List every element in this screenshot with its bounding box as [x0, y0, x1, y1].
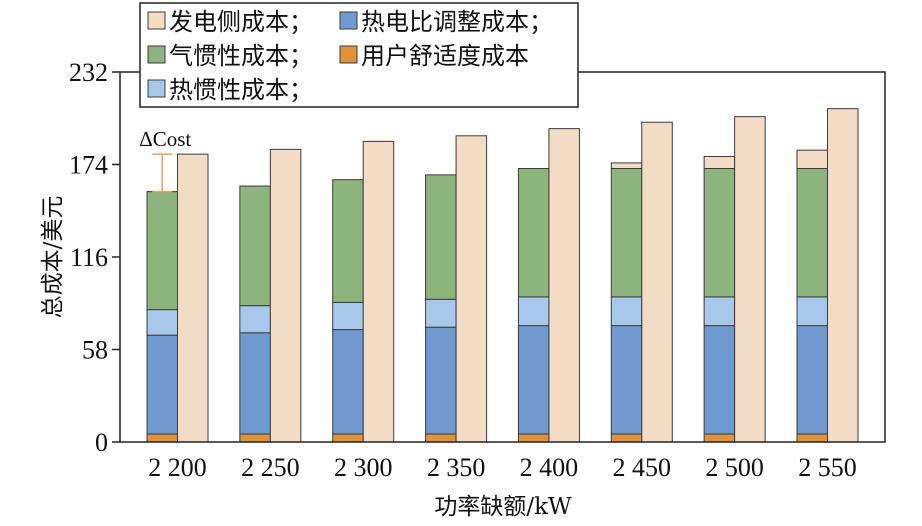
stacked-bar-segment-1-2 [239, 305, 271, 334]
stacked-bar-segment-1-1 [239, 332, 271, 435]
stacked-bar-segment-7-4 [796, 149, 828, 169]
stacked-bar-segment-5-3 [610, 167, 643, 298]
stacked-bar-segment-0-3 [146, 191, 178, 311]
single-bar-2 [362, 140, 395, 443]
x-tick-label: 2 400 [520, 453, 579, 482]
legend-box [139, 2, 579, 108]
y-tick-label: 0 [95, 428, 108, 457]
y-tick-label: 232 [69, 58, 108, 87]
legend-swatch [147, 79, 166, 98]
plot-frame [119, 71, 886, 443]
legend-label: 热惯性成本； [169, 76, 313, 104]
single-bar-4 [548, 128, 580, 443]
stacked-bar-segment-3-1 [425, 326, 457, 435]
legend: 发电侧成本； 热电比调整成本； 气惯性成本； 用户舒适度成本 热惯性成本； [139, 2, 579, 108]
stacked-bar-segment-4-3 [517, 167, 550, 298]
x-tick-label: 2 250 [241, 453, 300, 482]
single-bar-1 [269, 148, 302, 443]
y-tick-label: 58 [82, 336, 108, 365]
single-bar-5 [641, 121, 673, 443]
stacked-bar-segment-2-1 [332, 329, 364, 435]
stacked-bar-segment-1-0 [239, 433, 271, 443]
single-bar-3 [455, 135, 488, 443]
bars-layer [146, 108, 859, 443]
single-bar-6 [734, 116, 766, 443]
y-axis-title: 总成本/美元 [40, 196, 66, 319]
single-bar-0 [177, 153, 209, 443]
legend-label: 热电比调整成本； [361, 8, 553, 36]
x-axis: 2 200 2 250 2 300 2 350 2 400 2 450 2 500 2 550 [148, 453, 857, 482]
x-tick-label: 2 350 [427, 453, 486, 482]
x-tick-label: 2 200 [148, 453, 207, 482]
delta-cost-bracket [152, 153, 173, 193]
stacked-bar-segment-3-0 [425, 433, 457, 443]
legend-label: 发电侧成本； [169, 8, 313, 36]
x-axis-title: 功率缺额/kW [434, 494, 572, 520]
delta-cost-label: ΔCost [139, 127, 191, 151]
y-axis: 0 58 116 174 232 [69, 58, 120, 457]
x-tick-label: 2 450 [613, 453, 672, 482]
stacked-bar-segment-0-1 [146, 334, 178, 435]
single-bar-7 [827, 108, 859, 443]
stacked-bar-segment-4-0 [517, 433, 550, 443]
stacked-bar-segment-7-3 [796, 167, 828, 298]
stacked-bar-segment-6-4 [703, 156, 736, 169]
stacked-bar-segment-7-2 [796, 296, 828, 327]
stacked-bar-segment-0-0 [146, 433, 178, 443]
stacked-bar-segment-6-3 [703, 167, 736, 298]
x-tick-label: 2 550 [798, 453, 857, 482]
stacked-bar-segment-6-1 [703, 325, 736, 435]
x-tick-label: 2 300 [334, 453, 393, 482]
stacked-bar-segment-0-2 [146, 309, 178, 336]
legend-swatch [147, 11, 166, 30]
stacked-bar-segment-7-0 [796, 433, 828, 443]
stacked-bar-segment-1-3 [239, 185, 271, 307]
legend-swatch [339, 45, 358, 64]
legend-swatch [339, 11, 358, 30]
legend-swatch [147, 45, 166, 64]
stacked-bar-segment-2-3 [332, 179, 364, 303]
y-tick-label: 174 [69, 151, 108, 180]
stacked-bar-segment-2-0 [332, 433, 364, 443]
stacked-bar-segment-5-0 [610, 433, 643, 443]
legend-label: 气惯性成本； [169, 42, 313, 70]
stacked-bar-segment-6-2 [703, 296, 736, 327]
stacked-bar-segment-5-4 [610, 162, 643, 169]
stacked-bar-segment-5-1 [610, 325, 643, 435]
stacked-bar-segment-4-2 [517, 296, 550, 327]
legend-label: 用户舒适度成本 [361, 42, 529, 70]
stacked-bar-segment-3-3 [425, 174, 457, 300]
stacked-bar-segment-5-2 [610, 296, 643, 327]
stacked-bar-segment-7-1 [796, 325, 828, 435]
stacked-bar-segment-3-2 [425, 298, 457, 328]
stacked-bar-segment-4-1 [517, 325, 550, 435]
x-tick-label: 2 500 [705, 453, 764, 482]
y-tick-label: 116 [70, 243, 108, 272]
stacked-bar-segment-2-2 [332, 301, 364, 331]
stacked-bar-segment-6-0 [703, 433, 736, 443]
